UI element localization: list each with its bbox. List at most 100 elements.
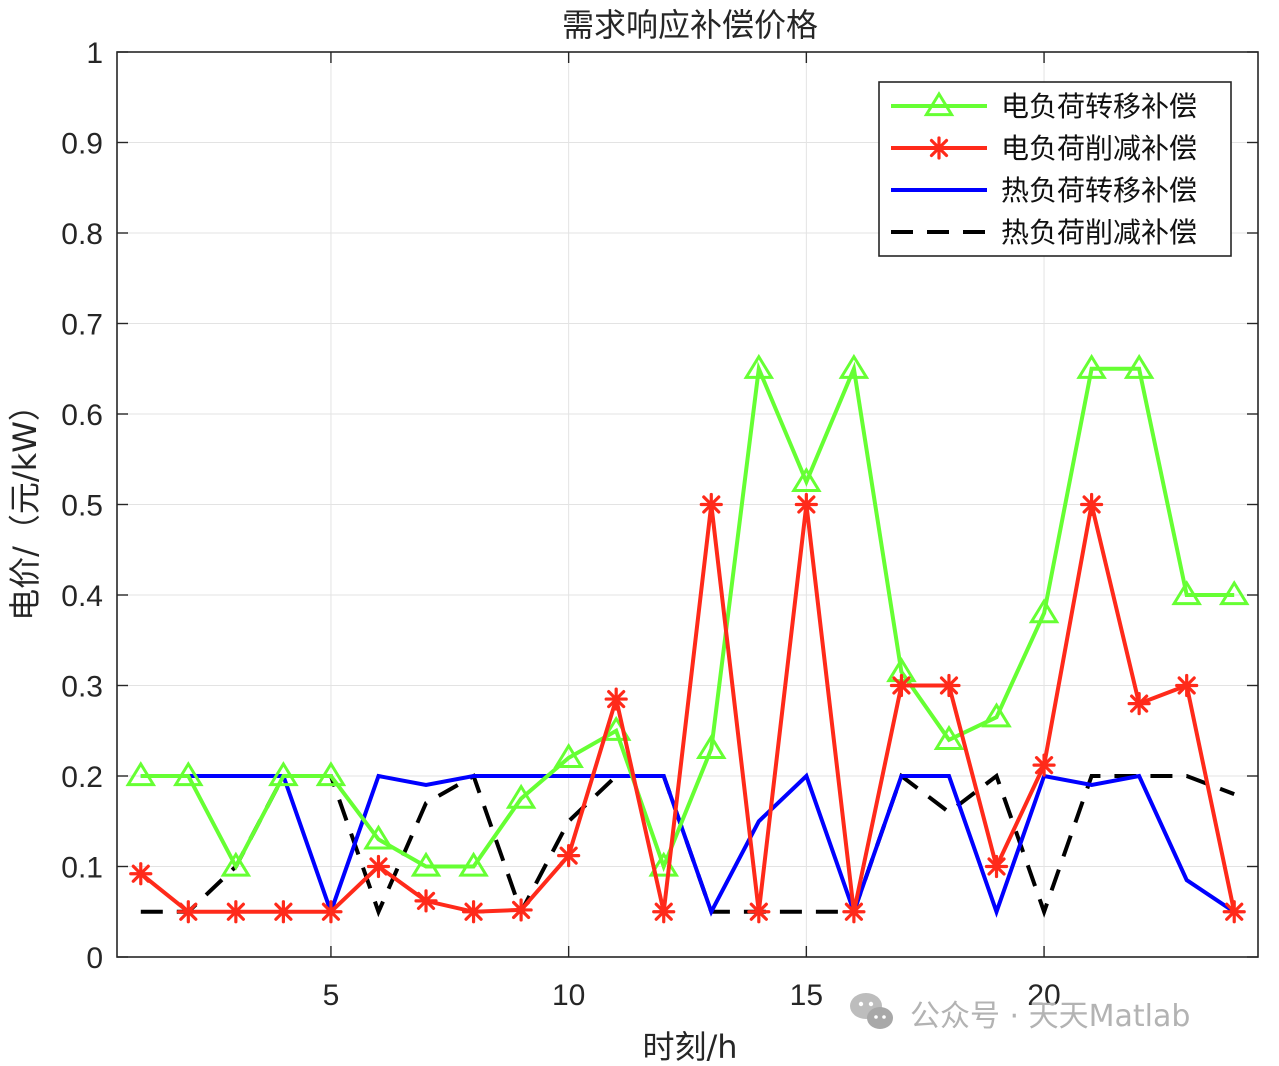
data-point-marker xyxy=(366,854,391,879)
star-stroke xyxy=(1082,495,1101,514)
data-point-marker xyxy=(1123,353,1155,379)
data-point-marker xyxy=(1028,598,1060,624)
data-point-marker xyxy=(363,824,394,850)
x-axis-label: 时刻/h xyxy=(642,1028,737,1066)
star-stroke xyxy=(1225,902,1244,921)
data-point-marker xyxy=(505,783,537,809)
data-point-marker xyxy=(1080,492,1104,517)
star-stroke xyxy=(1130,694,1149,713)
data-point-marker xyxy=(176,900,200,924)
y-tick-label: 0.3 xyxy=(61,671,103,704)
data-point-marker xyxy=(889,673,914,698)
data-point-marker xyxy=(224,900,248,924)
data-point-marker xyxy=(842,900,866,924)
star-stroke xyxy=(274,902,293,921)
data-point-marker xyxy=(652,900,676,924)
y-tick-label: 1 xyxy=(86,37,103,70)
data-point-marker xyxy=(1032,753,1056,777)
series-2 xyxy=(129,492,1246,924)
legend-box xyxy=(878,81,1232,257)
legend-entry-1: 电负荷转移补偿 xyxy=(891,90,1197,123)
data-point-marker xyxy=(1175,673,1199,698)
star-stroke xyxy=(464,902,483,921)
axis-ticks: 5 10 15 20 0 0.1 0.2 0.3 0.4 0.5 0.6 0.7 0.8 0.9 1 xyxy=(61,37,1258,1012)
legend-label: 电负荷转移补偿 xyxy=(1001,90,1197,123)
data-point-marker xyxy=(937,673,961,698)
legend-entry-3: 热负荷转移补偿 xyxy=(891,174,1197,207)
y-tick-label: 0.9 xyxy=(61,128,103,161)
data-point-marker xyxy=(1127,691,1151,716)
legend-label: 热负荷削减补偿 xyxy=(1001,216,1197,249)
data-point-marker xyxy=(695,733,727,759)
wechat-icon xyxy=(850,993,893,1029)
star-stroke xyxy=(749,902,768,921)
data-point-marker xyxy=(557,844,581,868)
star-stroke xyxy=(559,846,578,865)
star-stroke xyxy=(987,857,1006,876)
data-point-marker xyxy=(319,900,343,924)
star-stroke xyxy=(369,857,388,876)
data-point-marker xyxy=(458,851,489,877)
y-axis-label: 电价/（元/kW） xyxy=(6,389,44,621)
y-tick-label: 0.2 xyxy=(61,761,103,794)
data-point-marker xyxy=(604,687,628,711)
star-stroke xyxy=(929,138,949,158)
legend-label: 热负荷转移补偿 xyxy=(1001,174,1197,207)
data-point-marker xyxy=(838,353,870,379)
series-3 xyxy=(140,772,1236,918)
y-tick-label: 0.6 xyxy=(61,399,103,432)
data-point-marker xyxy=(220,851,252,877)
star-stroke xyxy=(321,902,341,921)
data-point-marker xyxy=(509,898,533,922)
data-point-marker xyxy=(268,761,299,787)
data-point-marker xyxy=(315,761,347,787)
data-point-marker xyxy=(461,900,486,924)
star-stroke xyxy=(797,495,816,514)
series-1 xyxy=(125,353,1250,877)
star-stroke xyxy=(226,902,245,921)
star-stroke xyxy=(416,891,436,910)
y-tick-label: 0 xyxy=(86,942,103,975)
y-tick-label: 0.7 xyxy=(61,309,103,342)
data-point-marker xyxy=(173,761,204,787)
data-point-marker xyxy=(129,862,153,886)
data-point-marker xyxy=(414,889,438,913)
legend-marker xyxy=(923,91,955,117)
data-point-marker xyxy=(1171,580,1202,606)
data-point-marker xyxy=(984,854,1009,879)
x-tick-label: 20 xyxy=(1027,979,1060,1012)
data-point-marker xyxy=(1076,353,1107,379)
x-tick-label: 5 xyxy=(323,979,340,1012)
y-tick-label: 0.5 xyxy=(61,490,103,523)
y-tick-label: 0.4 xyxy=(61,580,103,613)
star-stroke xyxy=(1177,676,1196,695)
legend-marker xyxy=(927,136,951,160)
data-point-marker xyxy=(699,492,723,517)
legend-label: 电负荷削减补偿 xyxy=(1001,132,1197,165)
star-stroke xyxy=(1034,756,1054,775)
data-point-marker xyxy=(933,724,965,750)
data-point-marker xyxy=(747,900,771,924)
data-point-marker xyxy=(553,743,584,769)
data-point-marker xyxy=(981,702,1012,728)
watermark-text: 公众号 · 天天Matlab xyxy=(910,999,1190,1034)
x-tick-label: 15 xyxy=(790,979,823,1012)
data-point-marker xyxy=(743,353,775,379)
star-stroke xyxy=(939,676,959,695)
data-point-marker xyxy=(791,466,822,493)
star-stroke xyxy=(654,902,673,921)
legend-entry-4: 热负荷削减补偿 xyxy=(891,216,1197,249)
star-stroke xyxy=(702,495,721,514)
star-stroke xyxy=(607,689,626,709)
data-point-marker xyxy=(125,761,157,787)
data-point-marker xyxy=(794,492,818,517)
series-layer xyxy=(125,353,1250,924)
star-stroke xyxy=(179,902,198,921)
chart-title: 需求响应补偿价格 xyxy=(562,6,818,44)
star-stroke xyxy=(131,864,150,883)
x-tick-label: 10 xyxy=(552,979,585,1012)
data-point-marker xyxy=(410,851,442,877)
star-stroke xyxy=(844,902,863,921)
